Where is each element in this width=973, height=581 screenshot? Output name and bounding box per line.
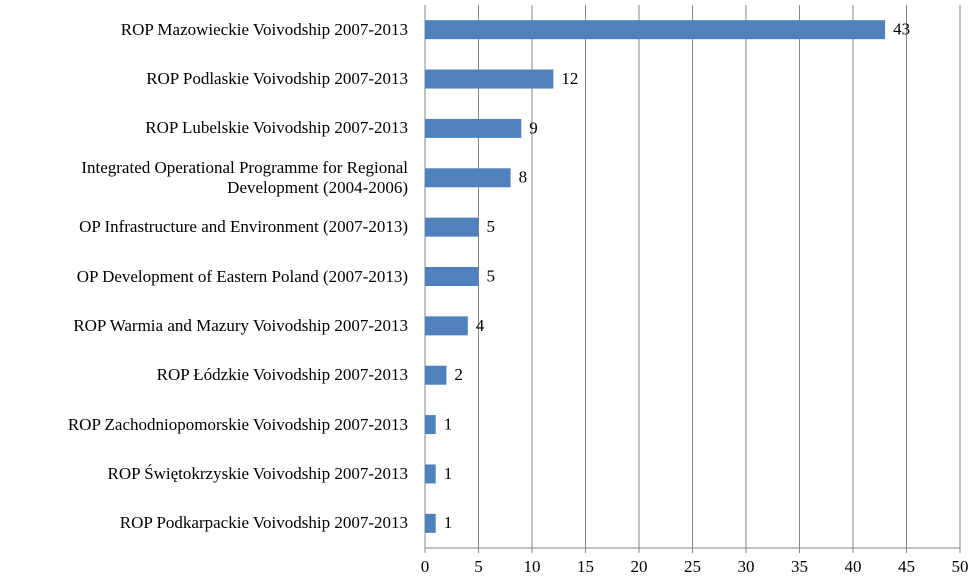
- bar: [425, 415, 436, 435]
- value-label: 43: [893, 20, 910, 39]
- category-label: Integrated Operational Programme for Reg…: [81, 157, 408, 197]
- value-label: 12: [561, 69, 578, 88]
- x-tick-label: 25: [684, 557, 701, 576]
- x-tick-label: 35: [791, 557, 808, 576]
- x-tick-label: 15: [577, 557, 594, 576]
- x-tick-label: 50: [952, 557, 969, 576]
- category-label: ROP Lubelskie Voivodship 2007-2013: [145, 118, 408, 138]
- value-label: 9: [529, 118, 538, 137]
- category-label: ROP Zachodniopomorskie Voivodship 2007-2…: [67, 414, 408, 434]
- x-tick-label: 45: [898, 557, 915, 576]
- bar: [425, 365, 447, 385]
- x-tick-label: 20: [631, 557, 648, 576]
- category-label: ROP Łódzkie Voivodship 2007-2013: [156, 365, 408, 385]
- category-label: ROP Podlaskie Voivodship 2007-2013: [146, 69, 408, 89]
- x-tick-label: 30: [738, 557, 755, 576]
- bar: [425, 267, 479, 286]
- x-tick-label: 40: [845, 557, 862, 576]
- value-label: 1: [444, 513, 453, 532]
- value-label: 5: [487, 217, 496, 236]
- category-label: OP Infrastructure and Environment (2007-…: [79, 217, 408, 237]
- bar: [425, 20, 886, 40]
- bar: [425, 513, 436, 533]
- x-tick-label: 0: [421, 557, 430, 576]
- bar: [425, 316, 468, 336]
- category-label: OP Development of Eastern Poland (2007-2…: [76, 266, 408, 286]
- bar: [425, 464, 436, 484]
- value-label: 5: [487, 266, 496, 285]
- category-label: ROP Podkarpackie Voivodship 2007-2013: [119, 513, 408, 533]
- bar: [425, 69, 554, 89]
- value-label: 8: [519, 168, 528, 187]
- category-label: ROP Świętokrzyskie Voivodship 2007-2013: [107, 463, 408, 483]
- bar: [425, 217, 479, 237]
- category-label: ROP Warmia and Mazury Voivodship 2007-20…: [73, 315, 408, 335]
- value-label: 4: [476, 316, 485, 335]
- category-label: ROP Mazowieckie Voivodship 2007-2013: [120, 19, 408, 39]
- value-label: 2: [454, 365, 463, 384]
- x-tick-label: 10: [524, 557, 541, 576]
- value-label: 1: [444, 414, 453, 433]
- x-tick-label: 5: [474, 557, 483, 576]
- bar: [425, 168, 511, 188]
- bar: [425, 118, 522, 138]
- value-label: 1: [444, 464, 453, 483]
